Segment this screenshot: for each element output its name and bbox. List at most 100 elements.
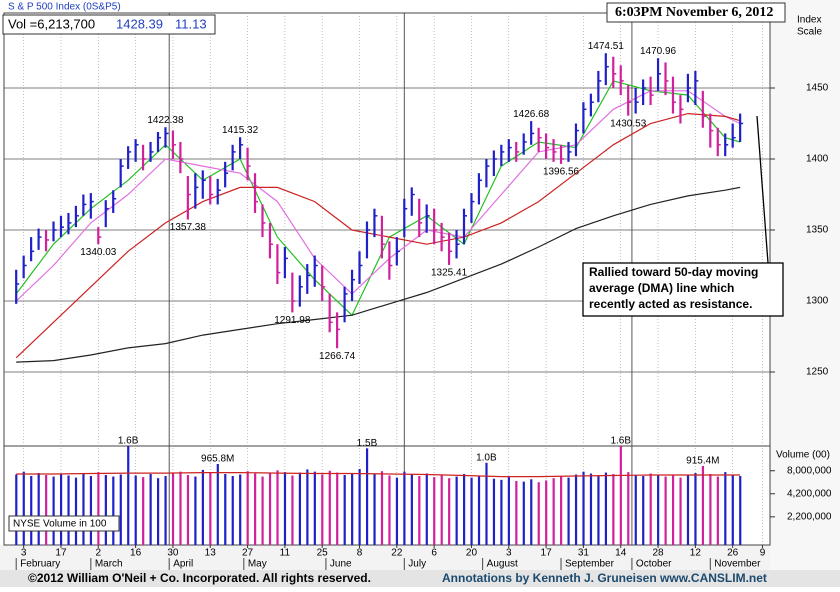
x-tick-label: 3: [506, 548, 512, 559]
volume-tick-label: 8,000,000: [787, 465, 832, 476]
volume-bar: [201, 469, 204, 545]
annotation-text: average (DMA) line which: [589, 281, 734, 295]
volume-label: 965.8M: [201, 454, 234, 465]
volume-bar: [731, 474, 734, 545]
volume-bar: [306, 469, 309, 545]
volume-bar: [74, 477, 78, 545]
volume-bar: [321, 474, 324, 545]
price: 1428.39: [116, 16, 163, 31]
annotation-arrow: [756, 115, 769, 264]
volume-bar: [97, 472, 100, 545]
x-tick-label: 8: [357, 548, 363, 559]
volume-bar: [45, 475, 48, 545]
volume-bar: [515, 481, 518, 545]
x-tick-label: 31: [578, 548, 590, 559]
x-tick-label: 22: [391, 548, 403, 559]
x-tick-label: 6: [431, 548, 437, 559]
volume-bar: [82, 474, 85, 545]
volume-bar: [67, 475, 70, 545]
volume-bar: [552, 478, 555, 545]
plot-area: 1250 1300 1350 1400 1450 8,000,000 4,200,000 2,…: [4, 13, 832, 570]
month-label: November: [714, 559, 761, 570]
x-tick-label: 17: [541, 548, 553, 559]
volume-bar: [425, 473, 428, 545]
x-tick-label: 25: [317, 548, 329, 559]
month-label: July: [408, 559, 426, 570]
volume-bar: [530, 479, 533, 545]
volume-bar: [112, 476, 115, 545]
volume-text: Vol =6,213,700: [8, 16, 95, 31]
volume-bar: [560, 476, 563, 545]
moving-average: [16, 186, 741, 363]
volume-bar: [634, 475, 637, 545]
low-label: 1266.74: [319, 351, 356, 362]
volume-bar: [179, 471, 182, 545]
volume-bar: [694, 473, 697, 545]
low-label: 1357.38: [170, 222, 207, 233]
volume-bar: [283, 472, 287, 545]
volume-legend: NYSE Volume in 100: [13, 519, 107, 530]
volume-bar: [597, 475, 600, 545]
x-tick-label: 11: [280, 548, 291, 559]
y-axis-label: Scale: [797, 27, 822, 38]
volume-bar: [142, 477, 145, 545]
y-tick-label: 1400: [806, 154, 829, 165]
y-axis-label: Index: [797, 15, 821, 26]
high-label: 1474.51: [588, 41, 625, 52]
annotation-text: recently acted as resistance.: [589, 297, 752, 311]
low-label: 1340.03: [80, 247, 117, 258]
volume-average: [16, 472, 741, 478]
volume-bar: [380, 471, 384, 545]
volume-bar: [261, 476, 264, 545]
credits: Annotations by Kenneth J. Gruneisen www.…: [442, 571, 767, 585]
volume-legend-box: [8, 515, 120, 532]
volume-bar: [343, 475, 346, 545]
volume-bar: [448, 478, 451, 545]
y-tick-label: 1350: [806, 225, 829, 236]
volume-bar: [463, 474, 466, 545]
volume-bar: [104, 475, 107, 545]
volume-bar: [313, 471, 316, 545]
volume-label: 1.5B: [357, 438, 378, 449]
volume-bar: [216, 464, 219, 545]
volume-bar: [149, 474, 152, 545]
x-tick-label: 3: [21, 548, 27, 559]
volume-bar: [507, 477, 510, 545]
volume-bar: [358, 469, 361, 545]
month-label: February: [20, 559, 60, 570]
volume-bar: [395, 477, 399, 545]
volume-bar: [22, 471, 25, 545]
volume-bar: [298, 472, 302, 545]
volume-bar: [268, 473, 272, 545]
x-tick-label: 12: [690, 548, 702, 559]
volume-bar: [134, 475, 137, 545]
volume-tick-label: 4,200,000: [787, 488, 832, 499]
volume-bar: [657, 475, 660, 545]
volume-bar: [440, 475, 443, 545]
volume-bar: [589, 473, 593, 545]
volume-bar: [433, 477, 436, 545]
x-tick-label: 20: [466, 548, 478, 559]
volume-bar: [164, 476, 167, 545]
volume-bar: [276, 470, 279, 545]
volume-bar: [194, 476, 197, 545]
low-label: 1325.41: [431, 268, 468, 279]
volume-bar: [679, 477, 682, 545]
volume-bar: [537, 482, 540, 545]
x-tick-label: 30: [167, 548, 179, 559]
x-tick-label: 9: [760, 548, 766, 559]
volume-label: 1.6B: [118, 436, 139, 447]
x-tick-label: 13: [205, 548, 217, 559]
volume-bar: [328, 470, 331, 545]
volume-bar: [410, 474, 413, 545]
volume-bar: [171, 473, 175, 545]
volume-bar: [224, 474, 227, 545]
x-axis-strip: [0, 545, 770, 570]
volume-bar: [455, 476, 458, 545]
volume-bar: [15, 474, 18, 545]
volume-bar: [627, 472, 630, 545]
volume-bar: [52, 476, 55, 545]
volume-label: 1.6B: [610, 436, 631, 447]
volume-bar: [254, 473, 257, 545]
